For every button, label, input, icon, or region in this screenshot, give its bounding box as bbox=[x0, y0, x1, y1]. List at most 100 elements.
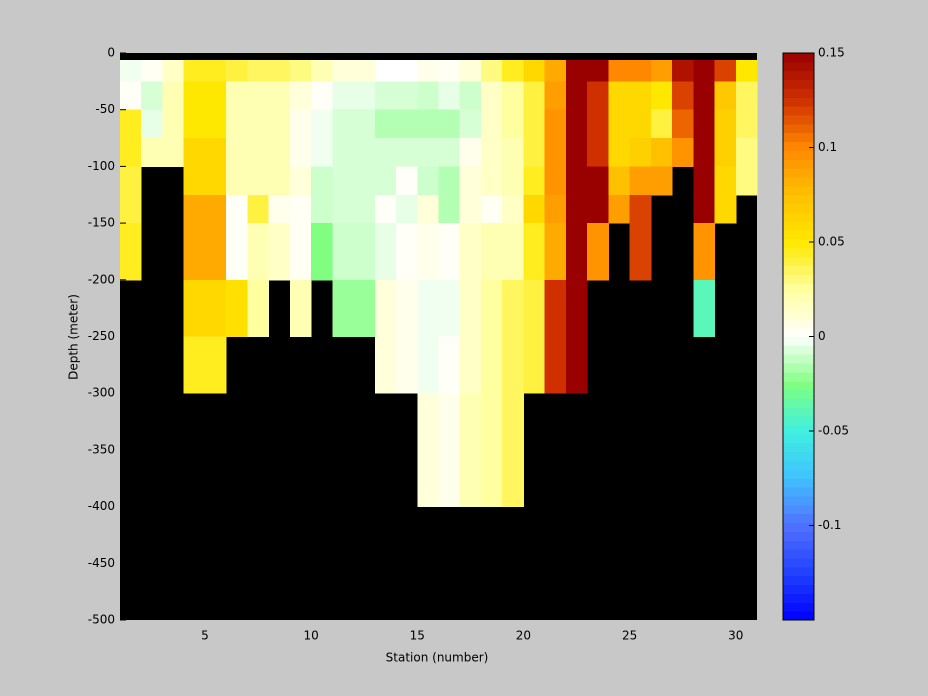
colorbar-swatch bbox=[783, 345, 814, 355]
cell bbox=[268, 81, 291, 111]
cell bbox=[587, 138, 609, 167]
cell bbox=[502, 109, 524, 139]
colorbar-swatch bbox=[783, 194, 814, 205]
colorbar-tick-label: 0.15 bbox=[818, 46, 845, 60]
cell bbox=[438, 279, 461, 309]
colorbar: -0.1 -0.05 0 0.05 0.1 0.15 bbox=[782, 46, 849, 621]
cell bbox=[417, 279, 439, 309]
colorbar-swatch bbox=[783, 522, 814, 532]
cell bbox=[459, 223, 482, 252]
cell bbox=[565, 336, 588, 366]
cell bbox=[502, 364, 524, 394]
y-axis-label: Depth (meter) bbox=[67, 294, 81, 380]
cell bbox=[523, 194, 546, 224]
cell bbox=[226, 223, 248, 252]
cell bbox=[693, 109, 716, 139]
y-tick-label: -200 bbox=[88, 272, 115, 286]
y-tick-label: -100 bbox=[88, 159, 115, 173]
cell bbox=[693, 81, 716, 111]
cell bbox=[268, 138, 291, 167]
colorbar-swatch bbox=[783, 265, 814, 275]
colorbar-swatch bbox=[783, 540, 814, 550]
cell bbox=[417, 393, 439, 423]
cell bbox=[523, 364, 546, 394]
cell bbox=[438, 223, 461, 252]
colorbar-tick-label: -0.1 bbox=[818, 518, 841, 532]
cell bbox=[459, 109, 482, 139]
colorbar-swatch bbox=[783, 611, 814, 621]
cell bbox=[332, 138, 355, 167]
y-tick-label: -50 bbox=[95, 102, 115, 116]
cell bbox=[438, 109, 461, 139]
cell bbox=[714, 166, 737, 196]
cell bbox=[226, 138, 248, 167]
cell bbox=[204, 166, 227, 196]
cell bbox=[735, 138, 758, 167]
cell bbox=[353, 166, 376, 196]
cell bbox=[480, 364, 503, 394]
colorbar-tick-label: 0 bbox=[818, 329, 826, 343]
cell bbox=[417, 449, 439, 479]
cell bbox=[629, 251, 652, 281]
cell bbox=[714, 194, 737, 224]
cell bbox=[289, 251, 312, 281]
cell bbox=[226, 251, 248, 281]
cell bbox=[417, 81, 439, 111]
cell bbox=[544, 109, 567, 139]
cell bbox=[459, 59, 482, 82]
colorbar-swatch bbox=[783, 380, 814, 391]
cell bbox=[672, 138, 694, 167]
cell bbox=[523, 81, 546, 111]
cell bbox=[438, 81, 461, 111]
cell bbox=[523, 279, 546, 309]
cell bbox=[693, 308, 716, 337]
cell bbox=[502, 421, 524, 451]
cell bbox=[438, 59, 461, 82]
cells bbox=[120, 59, 758, 508]
cell bbox=[396, 59, 418, 82]
cell bbox=[544, 336, 567, 366]
cell bbox=[289, 81, 312, 111]
cell bbox=[353, 59, 376, 82]
cell bbox=[544, 166, 567, 196]
colorbar-swatch bbox=[783, 354, 814, 364]
cell bbox=[396, 279, 418, 309]
cell bbox=[544, 59, 567, 82]
cell bbox=[396, 138, 418, 167]
cell bbox=[438, 251, 461, 281]
cell bbox=[438, 336, 461, 366]
colorbar-swatch bbox=[783, 239, 814, 249]
cell bbox=[374, 279, 397, 309]
cell bbox=[204, 138, 227, 167]
cell bbox=[502, 279, 524, 309]
colorbar-swatch bbox=[783, 575, 814, 586]
colorbar-swatch bbox=[783, 274, 814, 284]
cell bbox=[480, 279, 503, 309]
cell bbox=[247, 59, 270, 82]
cell bbox=[396, 223, 418, 252]
cell bbox=[247, 138, 270, 167]
cell bbox=[672, 81, 694, 111]
cell bbox=[268, 59, 291, 82]
cell bbox=[544, 194, 567, 224]
x-tick-label: 30 bbox=[728, 629, 743, 643]
cell bbox=[502, 138, 524, 167]
cell bbox=[353, 109, 376, 139]
colorbar-swatch bbox=[783, 79, 814, 89]
cell bbox=[120, 109, 142, 139]
cell bbox=[332, 223, 355, 252]
cell bbox=[587, 59, 609, 82]
colorbar-swatch bbox=[783, 336, 814, 346]
cell bbox=[289, 194, 312, 224]
colorbar-swatch bbox=[783, 460, 814, 470]
cell bbox=[332, 109, 355, 139]
cell bbox=[735, 166, 758, 196]
y-tick-label: -300 bbox=[88, 386, 115, 400]
cell bbox=[480, 336, 503, 366]
cell bbox=[374, 194, 397, 224]
cell bbox=[608, 109, 631, 139]
cell bbox=[183, 81, 206, 111]
cell bbox=[502, 336, 524, 366]
cell bbox=[459, 421, 482, 451]
